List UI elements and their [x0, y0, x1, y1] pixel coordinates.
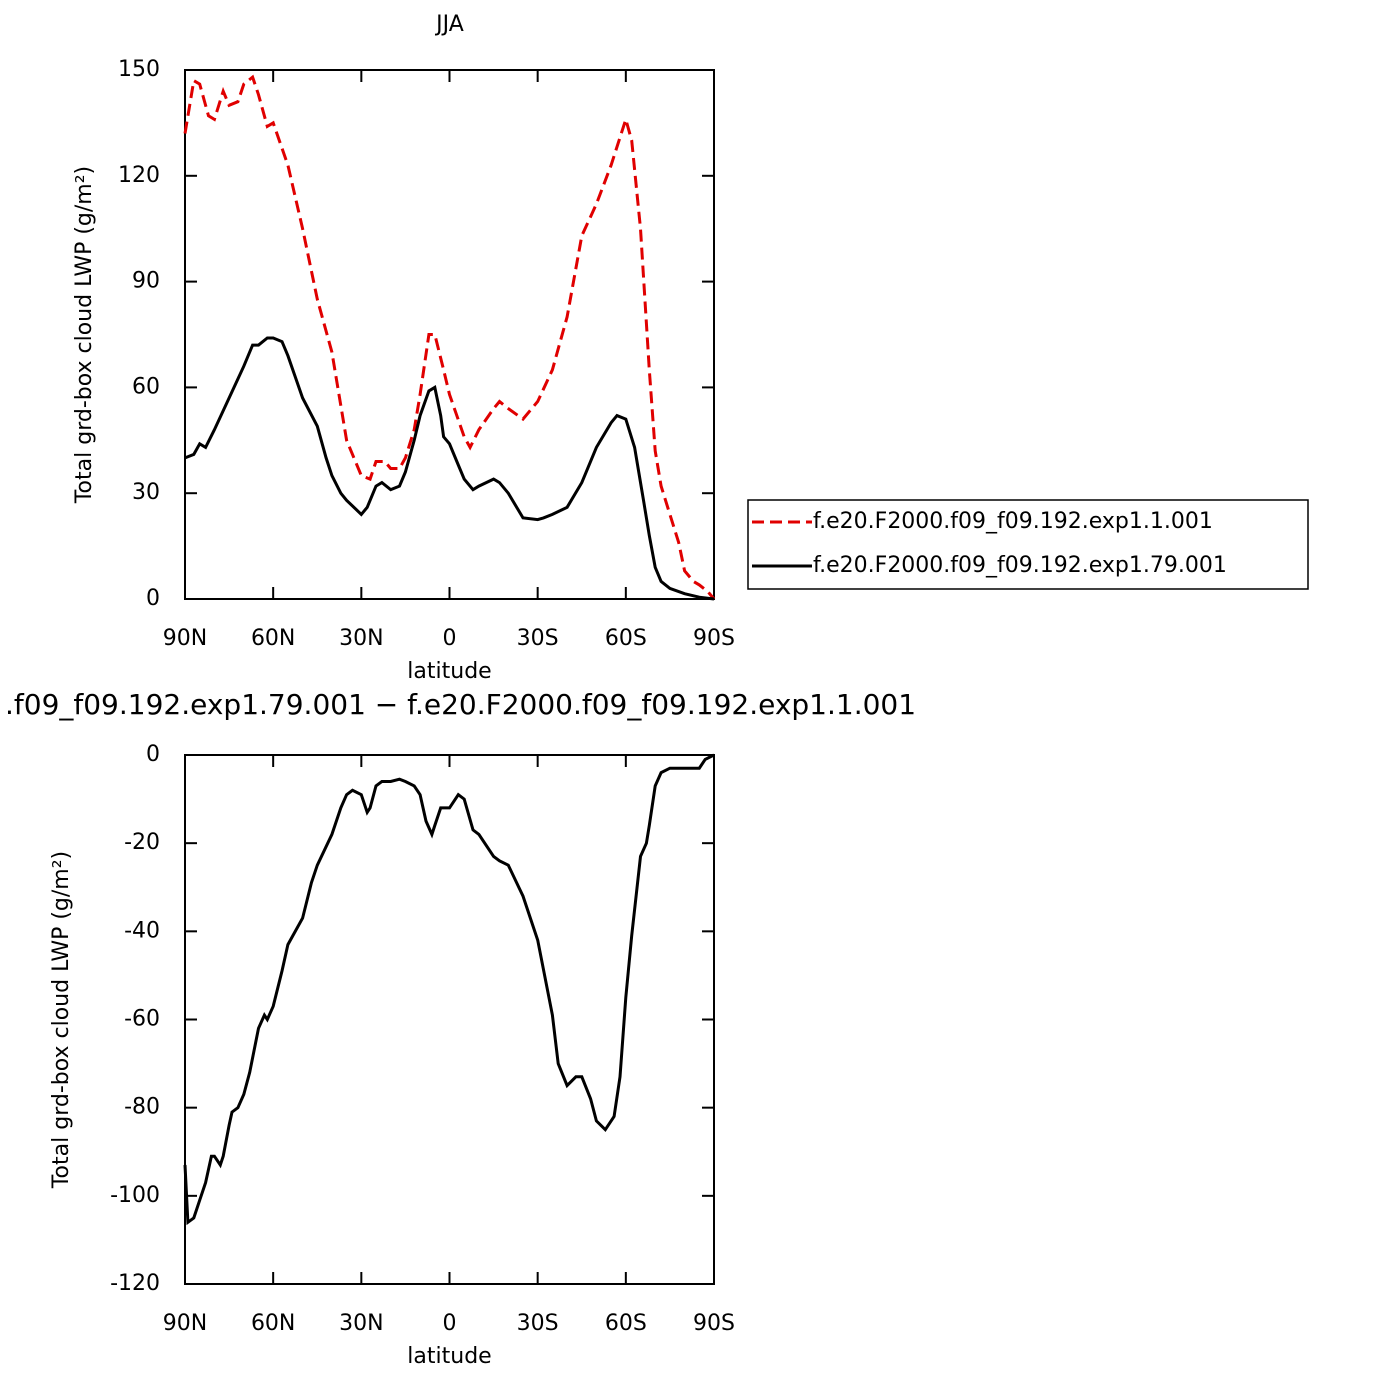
y-axis-label: Total grd-box cloud LWP (g/m²)	[49, 851, 74, 1189]
legend-label: f.e20.F2000.f09_f09.192.exp1.1.001	[813, 509, 1213, 534]
x-axis-label: latitude	[407, 1344, 491, 1369]
y-axis-label: Total grd-box cloud LWP (g/m²)	[72, 166, 97, 504]
y-tick-label: -80	[124, 1095, 160, 1120]
x-tick-label: 90N	[163, 626, 207, 651]
x-axis-label: latitude	[407, 659, 491, 684]
plot-frame	[184, 754, 715, 1285]
y-tick-label: 120	[118, 163, 160, 188]
x-tick-label: 60S	[605, 626, 647, 651]
x-tick-label: 90S	[693, 1311, 735, 1336]
x-tick-label: 60N	[251, 1311, 295, 1336]
y-tick-label: 150	[118, 57, 160, 82]
x-tick-label: 60N	[251, 626, 295, 651]
x-tick-label: 90S	[693, 626, 735, 651]
y-tick-label: 0	[146, 586, 160, 611]
y-tick-label: -120	[110, 1271, 160, 1296]
plot-frame	[184, 69, 715, 600]
x-tick-label: 90N	[163, 1311, 207, 1336]
x-tick-label: 30S	[517, 626, 559, 651]
y-tick-label: 30	[132, 480, 160, 505]
legend-label: f.e20.F2000.f09_f09.192.exp1.79.001	[813, 553, 1227, 578]
chart-title: .f09_f09.192.exp1.79.001 − f.e20.F2000.f…	[5, 688, 916, 721]
x-tick-label: 30S	[517, 1311, 559, 1336]
chart-title: JJA	[434, 12, 464, 37]
x-tick-label: 60S	[605, 1311, 647, 1336]
y-tick-label: -100	[110, 1183, 160, 1208]
y-tick-label: -60	[124, 1007, 160, 1032]
y-tick-label: 60	[132, 374, 160, 399]
y-tick-label: -40	[124, 918, 160, 943]
y-tick-label: 0	[146, 742, 160, 767]
data-line	[184, 336, 715, 601]
data-line	[183, 753, 715, 1226]
x-tick-label: 30N	[339, 1311, 383, 1336]
y-tick-label: -20	[124, 830, 160, 855]
x-tick-label: 0	[443, 1311, 457, 1336]
legend-box	[747, 499, 1309, 590]
x-tick-label: 30N	[339, 626, 383, 651]
y-tick-label: 90	[132, 269, 160, 294]
data-line	[183, 74, 716, 600]
x-tick-label: 0	[443, 626, 457, 651]
